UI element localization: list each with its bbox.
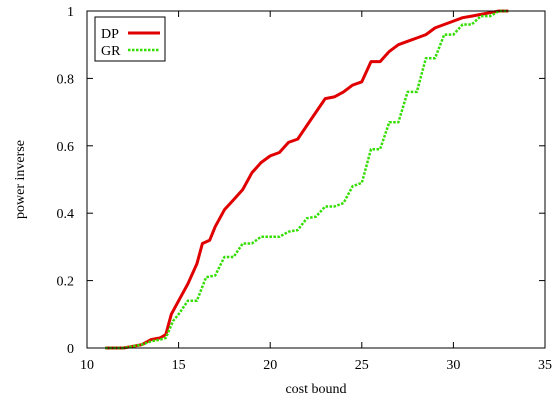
x-axis-label: cost bound (285, 382, 346, 397)
x-tick-label: 10 (80, 358, 94, 373)
x-tick-label: 30 (446, 358, 460, 373)
x-tick-label: 35 (538, 358, 552, 373)
y-axis-label: power inverse (13, 140, 28, 219)
x-tick-label: 25 (355, 358, 369, 373)
y-tick-label: 0 (67, 342, 74, 357)
legend-box (94, 16, 166, 62)
y-tick-label: 0.2 (57, 275, 75, 290)
x-tick-label: 20 (263, 358, 277, 373)
legend: DP GR (94, 16, 166, 62)
series-line-dp (105, 9, 509, 350)
y-tick-label: 1 (67, 5, 74, 20)
y-tick-label: 0.8 (57, 72, 75, 87)
x-tick-label: 15 (172, 358, 186, 373)
y-tick-label: 0.4 (57, 207, 75, 222)
series-lines (105, 9, 509, 350)
legend-label-dp: DP (101, 27, 119, 42)
plot-frame (86, 10, 546, 349)
y-tick-label: 0.6 (57, 140, 75, 155)
series-line-gr (105, 9, 509, 350)
legend-label-gr: GR (101, 44, 121, 59)
